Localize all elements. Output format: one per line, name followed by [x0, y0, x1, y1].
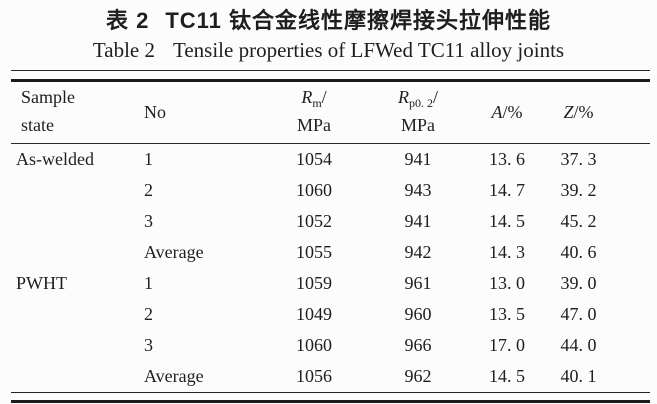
cell-elongation: 13. 6	[489, 149, 525, 169]
col-header-reduction: Z/%	[543, 82, 650, 144]
cell-elongation: 14. 5	[489, 211, 525, 231]
col-header-no: No	[143, 82, 263, 144]
cell-rm: 1049	[296, 304, 332, 324]
cell-reduction: 45. 2	[560, 211, 597, 231]
table-top-rule	[11, 70, 650, 82]
header-sample-line1: Sample	[21, 87, 75, 107]
table-title-english: Table 2 Tensile properties of LFWed TC11 …	[0, 38, 657, 63]
table-number-cn: 表 2	[105, 8, 150, 33]
cell-rp02: 966	[404, 335, 432, 355]
cell-elongation: 13. 0	[489, 273, 525, 293]
cell-no: 2	[144, 304, 153, 324]
cell-elongation: 14. 5	[489, 366, 525, 386]
col-header-sample-state: Sample state	[11, 82, 143, 144]
table-row: Average 1056 962 14. 5 40. 1	[11, 361, 650, 392]
header-rp02-symbol: Rp0. 2/	[397, 87, 438, 110]
table-row: As-welded 1 1054 941 13. 6 37. 3	[11, 144, 650, 176]
table-row: 2 1049 960 13. 5 47. 0	[11, 299, 650, 330]
cell-sample-state: As-welded	[16, 149, 94, 169]
cell-rp02: 943	[404, 180, 432, 200]
tensile-properties-table: Sample state No Rm/ MPa	[11, 82, 650, 392]
cell-rm: 1052	[296, 211, 332, 231]
data-table-container: Sample state No Rm/ MPa	[11, 70, 650, 403]
table-title-cn-text: TC11 钛合金线性摩擦焊接头拉伸性能	[165, 8, 552, 33]
cell-reduction: 40. 6	[560, 242, 597, 262]
cell-rp02: 941	[404, 149, 432, 169]
cell-rp02: 962	[404, 366, 432, 386]
cell-no: 3	[144, 211, 153, 231]
cell-rp02: 961	[404, 273, 432, 293]
cell-reduction: 39. 2	[560, 180, 597, 200]
table-body: As-welded 1 1054 941 13. 6 37. 3 2 1060 …	[11, 144, 650, 393]
table-bottom-rule	[11, 392, 650, 403]
cell-rm: 1060	[296, 335, 332, 355]
cell-reduction: 40. 1	[560, 366, 597, 386]
header-row: Sample state No Rm/ MPa	[11, 82, 650, 144]
table-row: 3 1060 966 17. 0 44. 0	[11, 330, 650, 361]
cell-sample-state	[11, 361, 143, 392]
cell-no: 3	[144, 335, 153, 355]
header-sample-line2: state	[21, 115, 54, 135]
table-title-chinese: 表 2 TC11 钛合金线性摩擦焊接头拉伸性能	[0, 3, 657, 35]
cell-sample-state	[11, 330, 143, 361]
cell-rp02: 942	[404, 242, 432, 262]
header-rm-symbol: Rm/	[301, 87, 327, 110]
cell-rm: 1059	[296, 273, 332, 293]
cell-rm: 1060	[296, 180, 332, 200]
table-header: Sample state No Rm/ MPa	[11, 82, 650, 144]
cell-no: Average	[144, 242, 204, 262]
cell-elongation: 14. 7	[489, 180, 525, 200]
col-header-rp02: Rp0. 2/ MPa	[365, 82, 471, 144]
table-row: PWHT 1 1059 961 13. 0 39. 0	[11, 268, 650, 299]
cell-elongation: 14. 3	[489, 242, 525, 262]
cell-sample-state	[11, 299, 143, 330]
cell-no: 1	[144, 149, 153, 169]
cell-rm: 1056	[296, 366, 332, 386]
col-header-elongation: A/%	[471, 82, 543, 144]
cell-rp02: 941	[404, 211, 432, 231]
cell-sample-state	[11, 206, 143, 237]
cell-elongation: 13. 5	[489, 304, 525, 324]
header-rm-unit: MPa	[296, 115, 331, 135]
table-number-en: Table 2	[92, 38, 155, 62]
header-rp02-unit: MPa	[400, 115, 435, 135]
cell-elongation: 17. 0	[489, 335, 525, 355]
cell-no: Average	[144, 366, 204, 386]
table-row: 3 1052 941 14. 5 45. 2	[11, 206, 650, 237]
table-row: 2 1060 943 14. 7 39. 2	[11, 175, 650, 206]
cell-sample-state	[11, 175, 143, 206]
cell-reduction: 44. 0	[560, 335, 597, 355]
cell-rm: 1054	[296, 149, 332, 169]
cell-sample-state	[11, 237, 143, 268]
cell-reduction: 37. 3	[560, 149, 597, 169]
cell-no: 2	[144, 180, 153, 200]
cell-reduction: 39. 0	[560, 273, 597, 293]
cell-rm: 1055	[296, 242, 332, 262]
cell-no: 1	[144, 273, 153, 293]
table-row: Average 1055 942 14. 3 40. 6	[11, 237, 650, 268]
cell-reduction: 47. 0	[560, 304, 597, 324]
cell-rp02: 960	[404, 304, 432, 324]
col-header-rm: Rm/ MPa	[263, 82, 365, 144]
cell-sample-state: PWHT	[16, 273, 67, 293]
table-title-en-text: Tensile properties of LFWed TC11 alloy j…	[172, 38, 565, 62]
